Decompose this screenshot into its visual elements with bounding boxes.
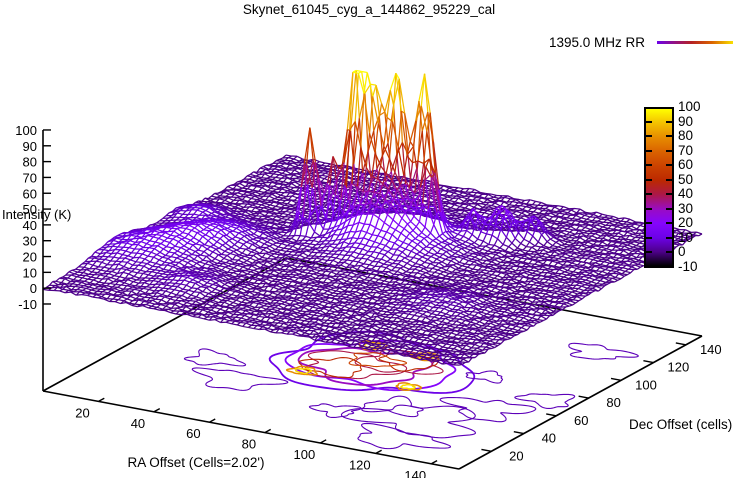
colorbar-tick-label: 0 xyxy=(678,244,686,260)
colorbar-tick-mark xyxy=(666,193,672,196)
colorbar-tick-mark xyxy=(646,236,652,239)
colorbar-tick-mark xyxy=(646,222,652,225)
colorbar-tick-label: 50 xyxy=(678,171,694,187)
colorbar-tick-label: 60 xyxy=(678,157,694,173)
colorbar-tick-mark xyxy=(646,193,652,196)
colorbar-tick-mark xyxy=(666,236,672,239)
plot-title: Skynet_61045_cyg_a_144862_95229_cal xyxy=(242,2,496,17)
z-axis-label: Intensity (K) xyxy=(2,207,72,222)
y-axis-label: Dec Offset (cells) xyxy=(629,417,733,432)
legend-line-sample xyxy=(657,41,733,44)
colorbar-tick-mark xyxy=(666,207,672,210)
colorbar xyxy=(644,107,674,268)
colorbar-tick-label: -10 xyxy=(678,259,698,274)
colorbar-tick-mark xyxy=(646,207,652,210)
colorbar-tick-mark xyxy=(646,149,652,152)
colorbar-tick-label: 30 xyxy=(678,200,694,216)
colorbar-tick-mark xyxy=(666,120,672,123)
colorbar-tick-label: 100 xyxy=(678,99,701,114)
colorbar-tick-label: 20 xyxy=(678,215,694,231)
colorbar-tick-mark xyxy=(666,164,672,167)
colorbar-tick-label: 90 xyxy=(678,113,694,129)
colorbar-tick-mark xyxy=(646,178,652,181)
colorbar-tick-mark xyxy=(646,135,652,138)
x-axis-label: RA Offset (Cells=2.02') xyxy=(127,455,265,470)
colorbar-tick-label: 80 xyxy=(678,128,694,144)
colorbar-tick-label: 10 xyxy=(678,229,694,245)
colorbar-tick-mark xyxy=(646,120,652,123)
colorbar-tick-mark xyxy=(666,178,672,181)
colorbar-tick-mark xyxy=(666,135,672,138)
colorbar-tick-mark xyxy=(646,251,652,254)
colorbar-tick-mark xyxy=(666,149,672,152)
colorbar-tick-mark xyxy=(646,164,652,167)
colorbar-tick-label: 40 xyxy=(678,186,694,202)
colorbar-tick-label: 70 xyxy=(678,142,694,158)
legend-series-label: 1395.0 MHz RR xyxy=(548,35,645,50)
colorbar-tick-mark xyxy=(666,251,672,254)
colorbar-tick-mark xyxy=(666,222,672,225)
legend: 1395.0 MHz RR xyxy=(549,35,733,50)
